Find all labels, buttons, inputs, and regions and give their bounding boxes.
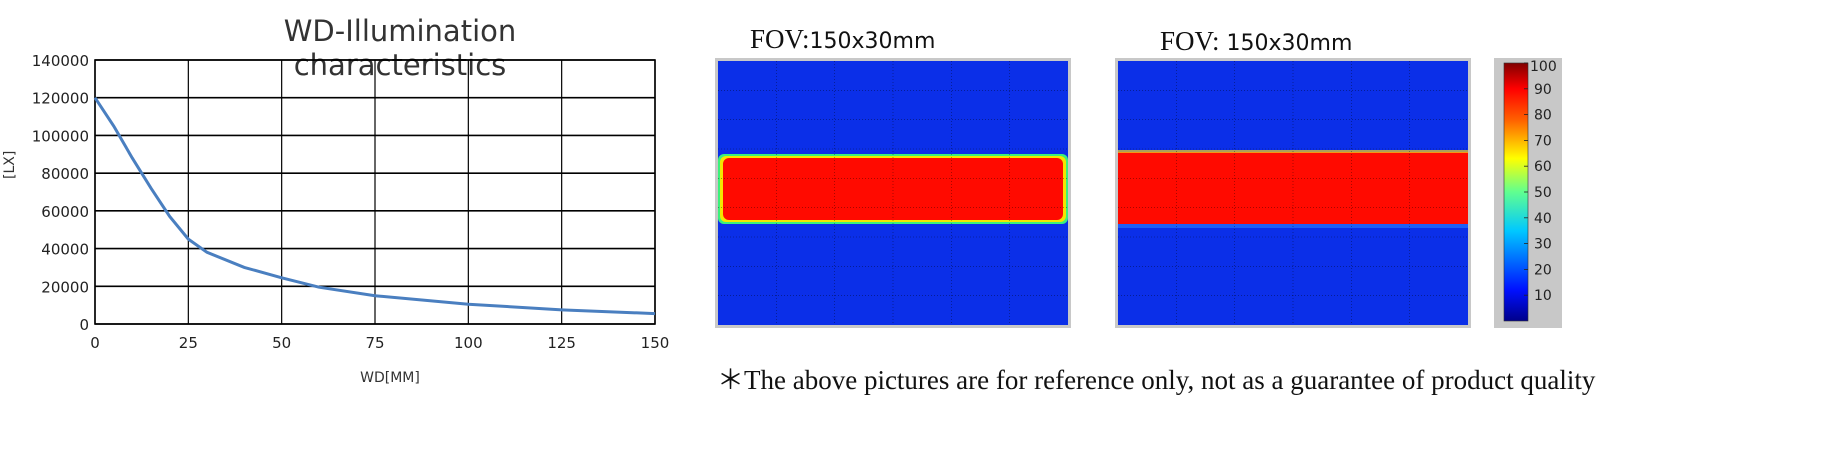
y-tick-label: 140000 [32, 52, 89, 70]
plot-frame [94, 59, 656, 325]
x-axis-label: WD[MM] [360, 370, 420, 386]
colorbar-tick-label: 90 [1534, 82, 1552, 98]
colorbar-tick-label: 50 [1534, 185, 1552, 201]
colorbar-tick-label: 30 [1534, 237, 1552, 253]
fov-title-1: FOV:150x30mm [750, 24, 935, 55]
heatmap-1-band [723, 158, 1063, 220]
colorbar-ticks: 10 20 30 40 50 60 70 80 90 100 [1524, 59, 1557, 304]
colorbar-tick-label: 70 [1534, 133, 1552, 149]
grid [94, 59, 656, 325]
colorbar-tick-label: 80 [1534, 108, 1552, 124]
illumination-series-line [93, 96, 656, 316]
x-tick-label: 25 [179, 334, 198, 352]
y-tick-label: 0 [79, 316, 89, 334]
y-tick-label: 100000 [32, 127, 89, 145]
x-tick-label: 100 [454, 334, 483, 352]
heatmap-2-grid [1118, 61, 1468, 325]
y-tick-label: 120000 [32, 90, 89, 108]
colorbar-tick-label: 60 [1534, 159, 1552, 175]
colorbar-tick-label: 100 [1530, 59, 1557, 75]
heatmap-1 [715, 58, 1071, 328]
y-tick-label: 40000 [41, 241, 89, 259]
disclaimer-note: ＊The above pictures are for reference on… [717, 365, 1596, 395]
x-tick-label: 50 [272, 334, 291, 352]
colorbar-tick-label: 40 [1534, 211, 1552, 227]
colorbar-tick-label: 20 [1534, 262, 1552, 278]
wd-illumination-chart: 0 20000 40000 60000 80000 100000 120000 140000 0… [32, 52, 670, 352]
y-tick-label: 80000 [41, 165, 89, 183]
fov-prefix-1: FOV: [750, 24, 810, 54]
colorbar: 10 20 30 40 50 60 70 80 90 100 [1494, 58, 1562, 328]
x-tick-label: 150 [641, 334, 670, 352]
colorbar-tick-label: 10 [1534, 288, 1552, 304]
heatmap-1-grid [718, 61, 1068, 325]
heatmap-2 [1115, 58, 1471, 328]
fov-title-2: FOV: 150x30mm [1160, 26, 1352, 57]
y-tick-label: 20000 [41, 278, 89, 296]
ticks: 0 20000 40000 60000 80000 100000 120000 140000 0… [32, 52, 670, 352]
x-tick-label: 0 [90, 334, 100, 352]
y-tick-label: 60000 [41, 203, 89, 221]
fov-dim-2: 150x30mm [1219, 31, 1353, 56]
x-tick-label: 125 [547, 334, 576, 352]
fov-prefix-2: FOV: [1160, 26, 1220, 56]
chart-title: WD-Illumination characteristics [283, 14, 517, 82]
x-tick-label: 75 [365, 334, 384, 352]
fov-dim-1: 150x30mm [809, 29, 936, 54]
